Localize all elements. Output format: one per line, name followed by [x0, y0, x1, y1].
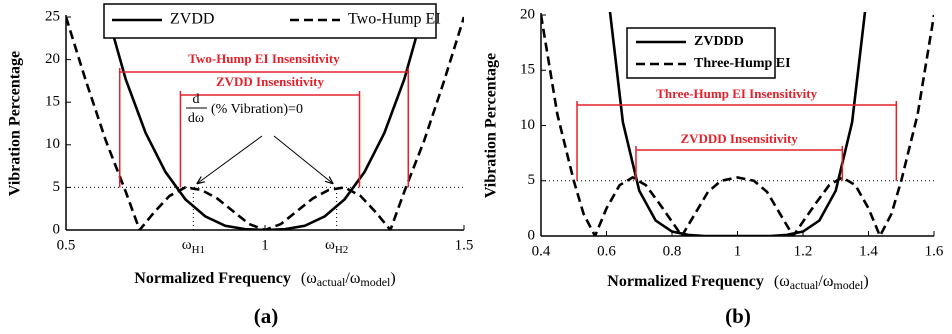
omega-subscript: H2 — [335, 244, 348, 256]
legend-label: ZVDDD — [694, 34, 744, 49]
x-tick-label: 0.4 — [532, 243, 551, 259]
insensitivity-label: ZVDDD Insensitivity — [680, 131, 798, 146]
x-tick-label: 1 — [734, 243, 742, 259]
legend-label: ZVDD — [170, 11, 214, 28]
insensitivity-label: Three-Hump EI Insensitivity — [656, 86, 817, 101]
x-axis-label-part: (ω — [301, 270, 317, 287]
series-line — [541, 14, 934, 236]
x-axis-label-part: actual — [790, 278, 819, 292]
y-tick-label: 10 — [520, 117, 535, 133]
formula-numerator: d — [193, 92, 200, 107]
y-tick-label: 10 — [45, 136, 60, 152]
series-line — [608, 12, 867, 236]
panel-label: (b) — [725, 304, 751, 328]
y-tick-label: 0 — [528, 227, 536, 243]
x-axis-label-part: actual — [317, 275, 346, 289]
x-axis-label-part: /ω — [345, 270, 360, 287]
y-tick-label: 5 — [528, 172, 536, 188]
omega-label: ωH1 — [182, 237, 205, 255]
insensitivity-label: ZVDD Insensitivity — [216, 74, 324, 89]
y-tick-label: 20 — [520, 6, 535, 22]
y-tick-label: 5 — [53, 179, 61, 195]
series-line — [66, 16, 464, 230]
x-axis-label-part: ) — [863, 273, 868, 290]
x-axis-label-part: (ω — [774, 273, 790, 290]
formula-denominator: dω — [188, 111, 204, 126]
x-axis-label: Normalized Frequency (ωactual/ωmodel) — [134, 270, 395, 289]
x-tick-label: 1.6 — [925, 243, 944, 259]
omega-symbol: ω — [325, 237, 335, 253]
legend-label: Three-Hump EI — [694, 56, 791, 71]
omega-symbol: ω — [182, 237, 192, 253]
omega-label: ωH2 — [325, 237, 348, 255]
arrow — [197, 135, 263, 183]
y-tick-label: 15 — [520, 62, 535, 78]
panel-label: (a) — [254, 304, 279, 328]
x-axis-label-part: Normalized Frequency — [134, 270, 291, 287]
x-axis-label-part: ) — [390, 270, 395, 287]
insensitivity-label: Two-Hump EI Insensitivity — [188, 51, 340, 66]
omega-subscript: H1 — [192, 244, 205, 256]
x-tick-label: 1.2 — [794, 243, 813, 259]
x-tick-label: 1.5 — [455, 237, 474, 253]
x-axis-label-part: Normalized Frequency — [607, 273, 764, 290]
y-axis-label: Vibration Percentage — [7, 51, 24, 196]
x-axis-label-part: model — [360, 275, 391, 289]
legend-box — [626, 27, 776, 79]
x-tick-label: 1 — [261, 237, 269, 253]
legend-box — [103, 3, 437, 39]
x-tick-label: 1.4 — [859, 243, 878, 259]
arrow — [273, 135, 333, 183]
series-line — [106, 14, 424, 230]
y-tick-label: 20 — [45, 51, 60, 67]
x-axis-label-part: /ω — [818, 273, 833, 290]
x-tick-label: 0.8 — [663, 243, 682, 259]
legend-label: Two-Hump EI — [348, 11, 441, 28]
y-tick-label: 25 — [45, 8, 60, 24]
x-tick-label: 0.5 — [57, 237, 76, 253]
x-axis-label: Normalized Frequency (ωactual/ωmodel) — [607, 273, 868, 292]
x-tick-label: 0.6 — [597, 243, 616, 259]
y-tick-label: 0 — [53, 221, 61, 237]
formula-text: (% Vibration)=0 — [211, 102, 303, 117]
y-axis-label: Vibration Percentage — [483, 53, 500, 198]
x-axis-label-part: model — [833, 278, 864, 292]
y-tick-label: 15 — [45, 94, 60, 110]
